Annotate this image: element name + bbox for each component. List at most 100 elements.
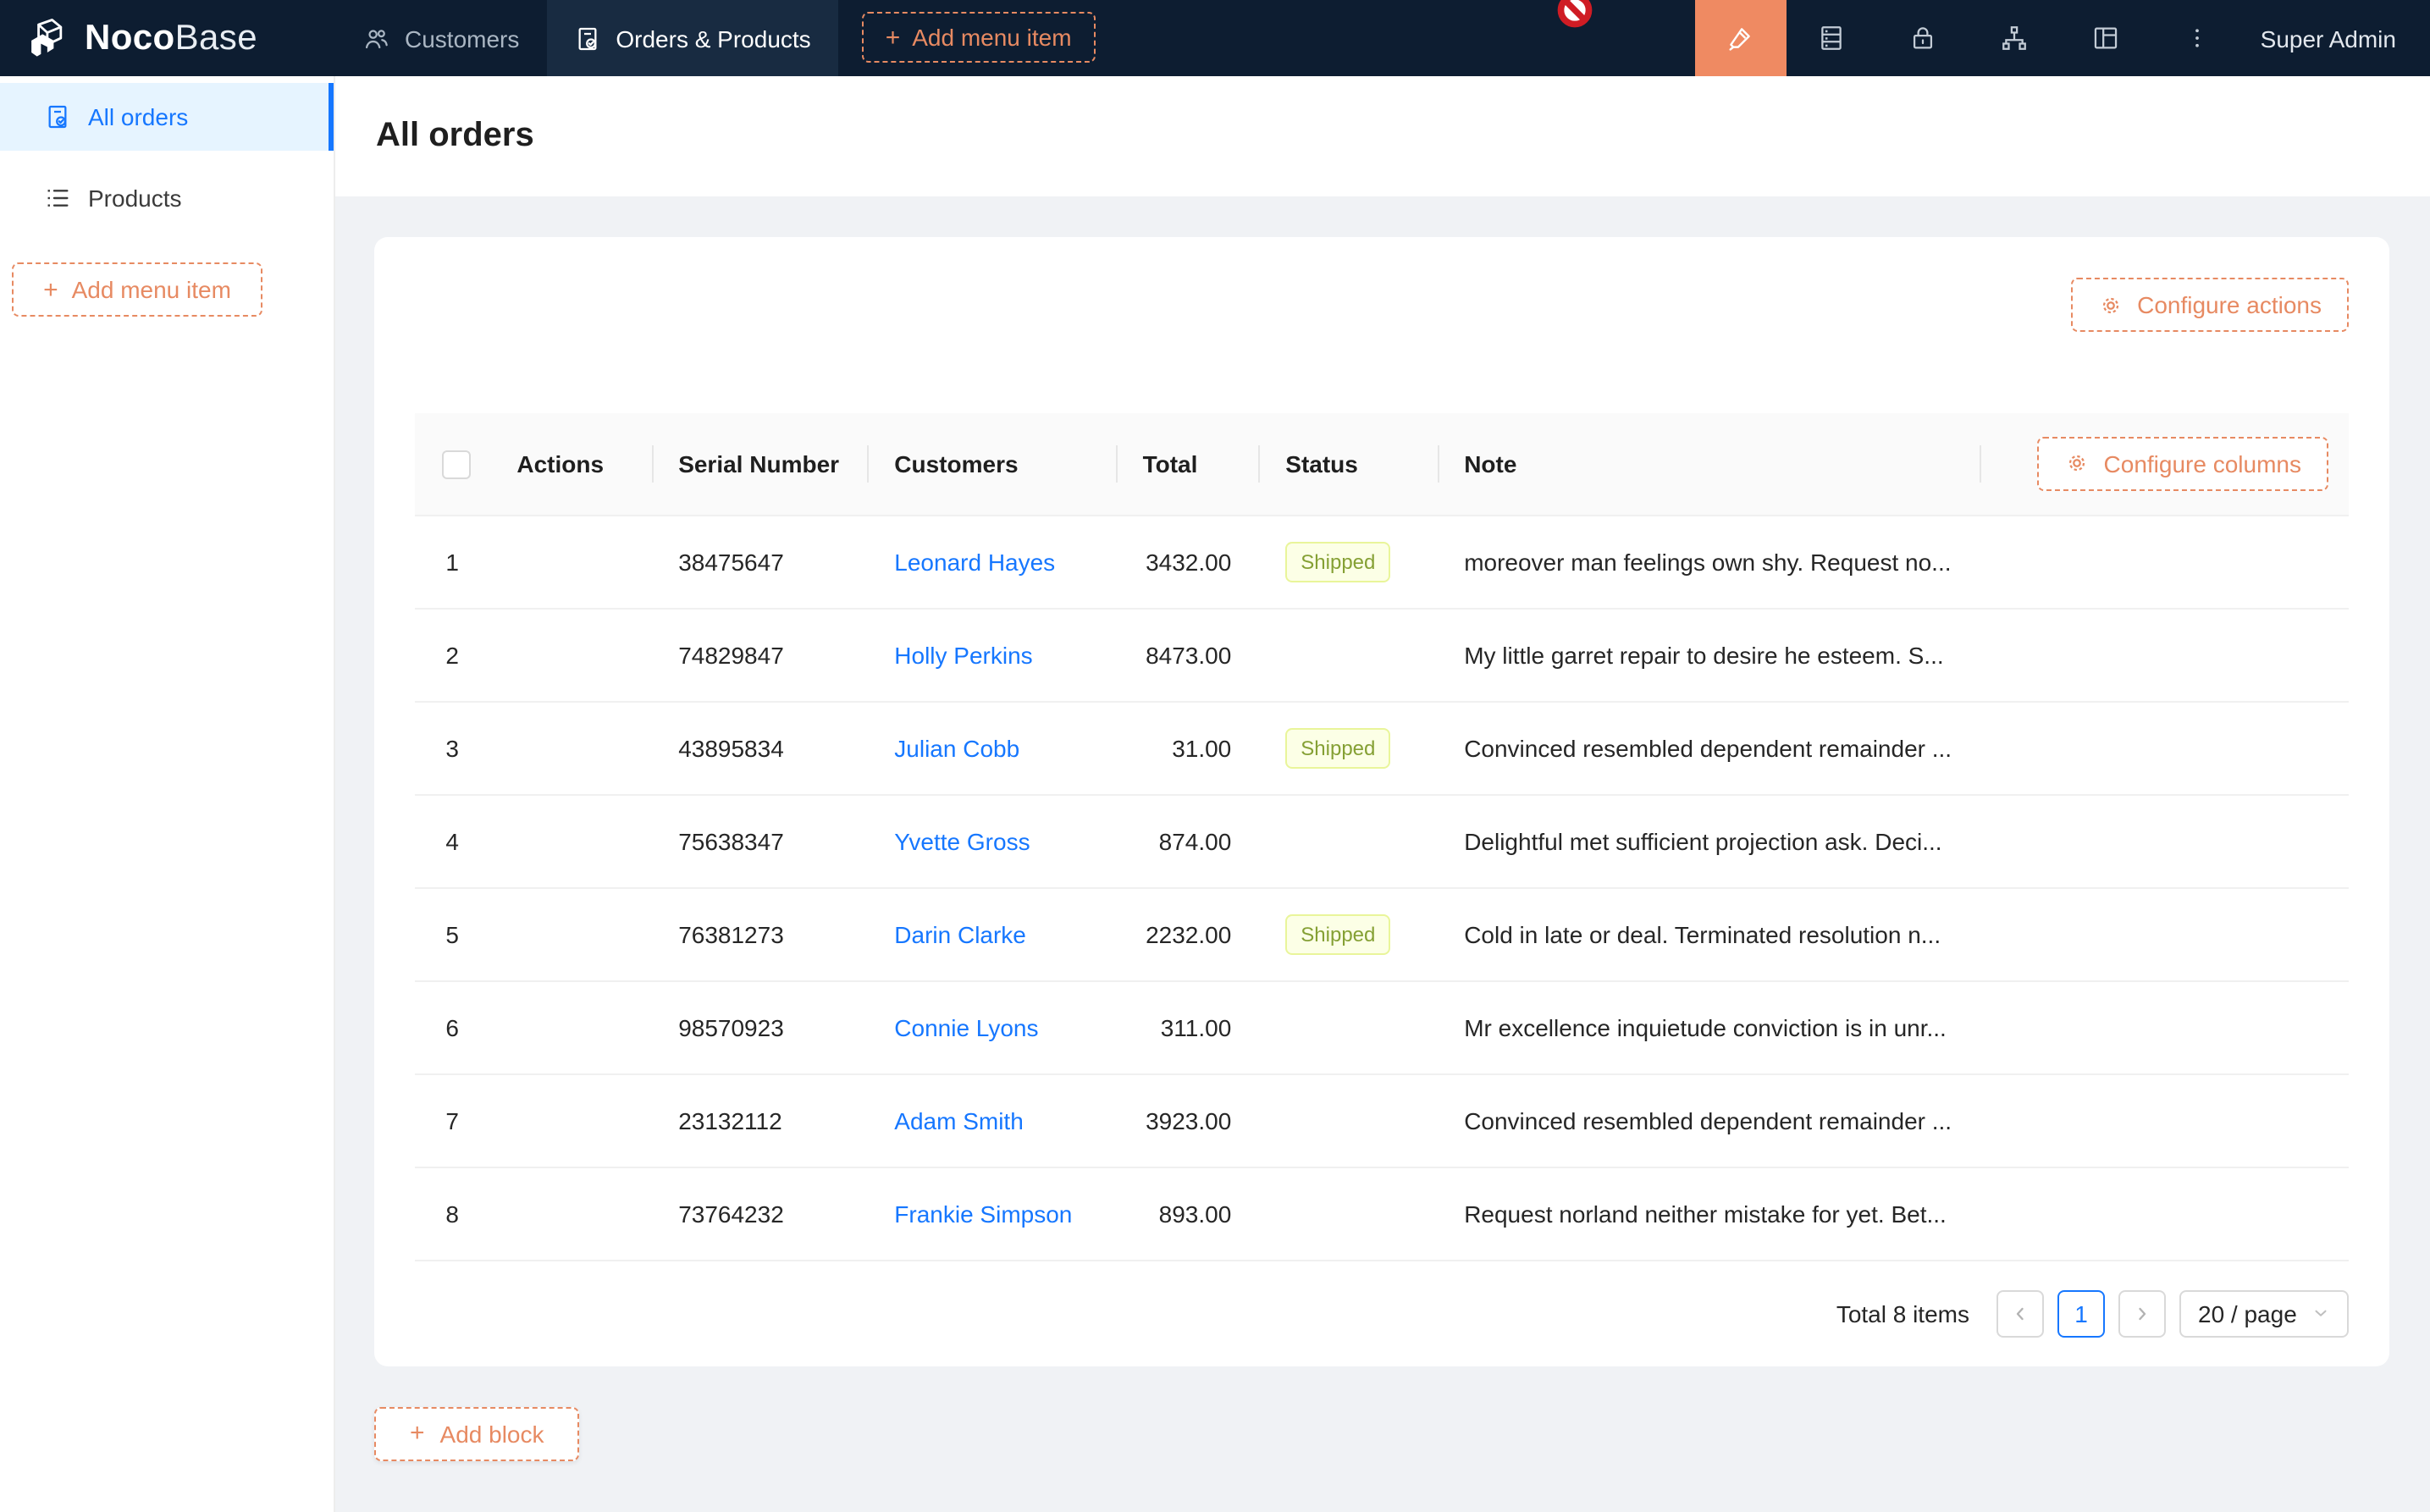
lock-icon xyxy=(1909,24,1938,52)
page-size-select[interactable]: 20 / page xyxy=(2179,1289,2349,1337)
serial-number-cell: 38475647 xyxy=(651,515,868,609)
customer-cell: Frankie Simpson xyxy=(867,1167,1116,1261)
customer-link[interactable]: Connie Lyons xyxy=(894,1013,1039,1040)
pagination-prev-button[interactable] xyxy=(1996,1289,2044,1337)
status-cell: Shipped xyxy=(1258,887,1438,981)
status-tag: Shipped xyxy=(1285,913,1391,954)
customer-link[interactable]: Darin Clarke xyxy=(894,920,1026,947)
user-menu[interactable]: Super Admin xyxy=(2260,25,2396,52)
note-cell: Delightful met sufficient projection ask… xyxy=(1437,794,1980,888)
row-actions-cell xyxy=(489,608,652,702)
note-cell: Convinced resembled dependent remainder … xyxy=(1437,701,1980,795)
layout-icon xyxy=(2092,24,2121,52)
highlighter-icon xyxy=(1726,24,1755,52)
total-cell: 31.00 xyxy=(1115,701,1259,795)
note-cell: moreover man feelings own shy. Request n… xyxy=(1437,515,1980,609)
add-block-button[interactable]: + Add block xyxy=(374,1406,580,1460)
serial-number-cell: 76381273 xyxy=(651,887,868,981)
status-cell xyxy=(1258,608,1438,702)
column-header-status: Status xyxy=(1258,413,1438,516)
table-header-row: Actions Serial Number Customers Total St… xyxy=(415,413,2349,516)
pagination-next-button[interactable] xyxy=(2118,1289,2166,1337)
note-cell: Mr excellence inquietude conviction is i… xyxy=(1437,980,1980,1074)
row-actions-cell xyxy=(489,980,652,1074)
apartment-icon xyxy=(2001,24,2030,52)
serial-number-cell: 23132112 xyxy=(651,1073,868,1167)
plugin-manager-button[interactable] xyxy=(1969,0,2061,76)
sidebar: All orders Products + Add menu item xyxy=(0,76,335,1512)
unordered-list-icon xyxy=(44,185,71,212)
sidebar-add-menu-item-button[interactable]: + Add menu item xyxy=(12,262,262,317)
serial-number-cell: 98570923 xyxy=(651,980,868,1074)
select-all-checkbox[interactable] xyxy=(442,450,471,479)
sidebar-item-all-orders[interactable]: All orders xyxy=(0,83,334,151)
page-title: All orders xyxy=(376,117,534,154)
row-actions-cell xyxy=(489,701,652,795)
status-cell xyxy=(1258,1073,1438,1167)
status-tag: Shipped xyxy=(1285,541,1391,582)
customer-cell: Leonard Hayes xyxy=(867,515,1116,609)
sidebar-item-label: Products xyxy=(88,185,182,212)
table-row: 6 98570923 Connie Lyons 311.00 Mr excell… xyxy=(415,980,2349,1074)
total-cell: 3432.00 xyxy=(1115,515,1259,609)
main-area: All orders Configure actions xyxy=(335,76,2430,1512)
orders-table: Actions Serial Number Customers Total St… xyxy=(415,413,2349,1261)
table-row: 4 75638347 Yvette Gross 874.00 Delightfu… xyxy=(415,794,2349,888)
serial-number-cell: 73764232 xyxy=(651,1167,868,1261)
column-header-customers: Customers xyxy=(867,413,1116,516)
navbar-add-menu-item-button[interactable]: + Add menu item xyxy=(861,12,1096,63)
total-cell: 2232.00 xyxy=(1115,887,1259,981)
note-cell: Request norland neither mistake for yet.… xyxy=(1437,1167,1980,1261)
customer-cell: Holly Perkins xyxy=(867,608,1116,702)
total-cell: 874.00 xyxy=(1115,794,1259,888)
file-done-icon xyxy=(573,25,600,52)
customer-link[interactable]: Julian Cobb xyxy=(894,734,1020,761)
customer-link[interactable]: Adam Smith xyxy=(894,1106,1024,1134)
ui-editor-button[interactable] xyxy=(1694,0,1787,76)
plus-icon: + xyxy=(43,275,58,304)
page-content: Configure actions Actions Serial Number … xyxy=(335,196,2430,1512)
customer-link[interactable]: Holly Perkins xyxy=(894,641,1033,668)
table-row: 7 23132112 Adam Smith 3923.00 Convinced … xyxy=(415,1073,2349,1167)
more-options-button[interactable] xyxy=(2152,0,2244,76)
row-index-cell: 6 xyxy=(415,980,490,1074)
table-row: 8 73764232 Frankie Simpson 893.00 Reques… xyxy=(415,1167,2349,1261)
row-config-cell xyxy=(1979,794,2349,888)
customer-cell: Connie Lyons xyxy=(867,980,1116,1074)
column-header-total: Total xyxy=(1115,413,1259,516)
total-cell: 8473.00 xyxy=(1115,608,1259,702)
status-cell: Shipped xyxy=(1258,701,1438,795)
serial-number-cell: 74829847 xyxy=(651,608,868,702)
row-actions-cell xyxy=(489,794,652,888)
row-index-cell: 3 xyxy=(415,701,490,795)
row-index-cell: 7 xyxy=(415,1073,490,1167)
customer-link[interactable]: Leonard Hayes xyxy=(894,548,1056,575)
nocobase-logo[interactable]: NocoBase xyxy=(0,0,335,76)
customer-link[interactable]: Yvette Gross xyxy=(894,827,1030,854)
table-row: 5 76381273 Darin Clarke 2232.00 Shipped … xyxy=(415,887,2349,981)
not-allowed-cursor-icon xyxy=(1556,0,1593,29)
sidebar-item-products[interactable]: Products xyxy=(0,164,334,232)
nocobase-logo-icon xyxy=(20,13,71,63)
customer-link[interactable]: Frankie Simpson xyxy=(894,1200,1073,1227)
row-config-cell xyxy=(1979,1167,2349,1261)
row-config-cell xyxy=(1979,515,2349,609)
row-config-cell xyxy=(1979,1073,2349,1167)
row-actions-cell xyxy=(489,887,652,981)
column-header-serial-number: Serial Number xyxy=(651,413,868,516)
nav-tab-orders-products[interactable]: Orders & Products xyxy=(546,0,838,76)
layout-settings-button[interactable] xyxy=(2061,0,2152,76)
collection-manager-button[interactable] xyxy=(1787,0,1878,76)
row-actions-cell xyxy=(489,1167,652,1261)
nav-tab-customers[interactable]: Customers xyxy=(335,0,546,76)
chevron-right-icon xyxy=(2132,1303,2152,1323)
configure-columns-button[interactable]: Configure columns xyxy=(2037,436,2328,491)
pagination-page-1[interactable]: 1 xyxy=(2057,1289,2105,1337)
access-control-button[interactable] xyxy=(1878,0,1969,76)
serial-number-cell: 75638347 xyxy=(651,794,868,888)
column-header-actions: Actions xyxy=(489,413,652,516)
pagination-total: Total 8 items xyxy=(1836,1300,1969,1327)
configure-actions-button[interactable]: Configure actions xyxy=(2071,278,2349,332)
nav-tab-label: Orders & Products xyxy=(616,25,811,52)
note-cell: Convinced resembled dependent remainder … xyxy=(1437,1073,1980,1167)
